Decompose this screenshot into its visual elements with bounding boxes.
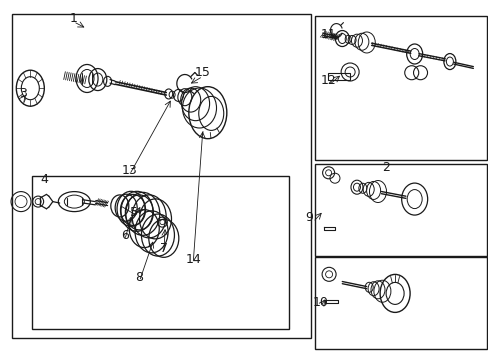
Bar	[32, 176, 288, 329]
Text: 12: 12	[320, 75, 336, 87]
Text: 14: 14	[185, 253, 201, 266]
Text: 8: 8	[135, 271, 143, 284]
Text: 7: 7	[160, 242, 167, 255]
Bar	[315, 16, 486, 160]
Text: 1: 1	[69, 12, 77, 24]
Text: 9: 9	[305, 211, 312, 224]
Text: 10: 10	[312, 296, 327, 309]
Text: 11: 11	[320, 28, 336, 41]
Bar	[327, 73, 349, 80]
Text: 3: 3	[20, 87, 27, 100]
Bar	[315, 257, 486, 349]
Text: 6: 6	[121, 229, 128, 242]
Bar	[315, 164, 486, 256]
Text: 4: 4	[40, 174, 48, 186]
Text: 2: 2	[382, 161, 389, 174]
Bar	[12, 14, 310, 338]
Text: 13: 13	[122, 165, 137, 177]
Text: 5: 5	[130, 206, 138, 219]
Text: 15: 15	[195, 66, 210, 78]
